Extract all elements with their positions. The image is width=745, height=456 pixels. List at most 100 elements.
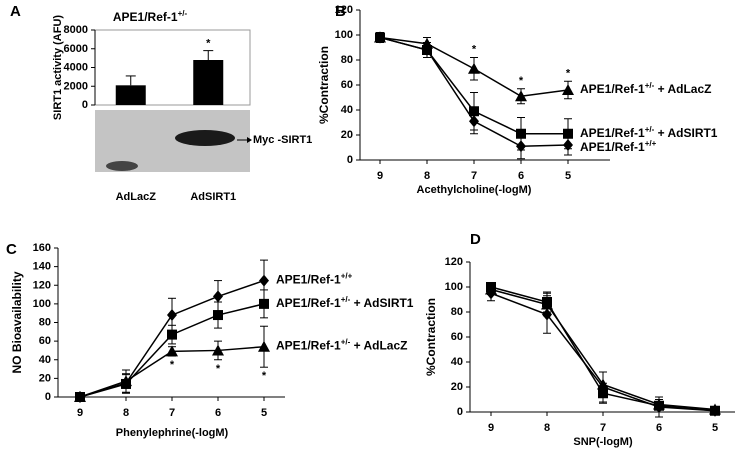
y-tick-label: 40 (39, 354, 51, 366)
y-tick-label: 80 (39, 316, 51, 328)
series-label: APE1/Ref-1+/+ (276, 271, 353, 287)
x-tick-label: 9 (488, 422, 494, 434)
y-tick-label: 60 (451, 331, 463, 343)
y-tick-label: 60 (341, 79, 353, 91)
marker (74, 391, 86, 402)
blot-arrowhead (247, 137, 252, 143)
marker (422, 44, 432, 56)
marker (468, 62, 480, 74)
y-tick-label: 40 (451, 356, 463, 368)
y-tick-label: 0 (45, 391, 51, 403)
y-tick-label: 20 (39, 372, 51, 384)
x-tick-label: 7 (169, 407, 175, 419)
x-axis-label: SNP(-logM) (573, 436, 633, 448)
y-tick-label: 100 (445, 281, 463, 293)
marker (516, 140, 526, 153)
y-axis-label: %Contraction (317, 46, 331, 124)
marker (485, 283, 497, 295)
series-label: APE1/Ref-1+/- + AdLacZ (276, 337, 407, 353)
x-tick-label: 7 (471, 170, 477, 182)
x-tick-label: 5 (261, 407, 267, 419)
marker (167, 329, 177, 340)
marker (166, 345, 178, 357)
x-tick-label: 8 (123, 407, 129, 419)
marker (375, 31, 385, 44)
series-label: APE1/Ref-1+/- + AdSIRT1 (580, 124, 718, 140)
panel-letter: C (6, 241, 17, 258)
significance: * (566, 67, 571, 79)
y-tick-label: 0 (457, 406, 463, 418)
series-label: APE1/Ref-1+/+ (580, 138, 657, 154)
series-label: APE1/Ref-1+/- + AdSIRT1 (276, 294, 414, 310)
y-axis-label: SIRT1 activity (AFU) (52, 15, 64, 120)
x-axis-label: Phenylephrine(-logM) (116, 427, 229, 439)
significance: * (472, 43, 477, 55)
x-tick-label: 5 (712, 422, 718, 434)
marker (167, 309, 177, 322)
bar (193, 60, 224, 105)
x-tick-label: 6 (656, 422, 662, 434)
x-tick-label: 6 (518, 170, 524, 182)
x-tick-label: 8 (544, 422, 550, 434)
marker (515, 90, 527, 102)
y-axis-label: %Contraction (424, 298, 438, 376)
significance: * (206, 38, 211, 50)
x-tick-label: 8 (424, 170, 430, 182)
marker (563, 139, 573, 151)
y-tick-label: 60 (39, 335, 51, 347)
blot-label: Myc -SIRT1 (253, 134, 312, 146)
y-tick-label: 80 (341, 54, 353, 66)
y-tick-label: 6000 (64, 43, 88, 55)
x-tick-label: 9 (77, 407, 83, 419)
marker (212, 344, 224, 356)
x-tick-label: 5 (565, 170, 571, 182)
y-tick-label: 160 (33, 242, 51, 254)
marker (259, 274, 269, 287)
marker (562, 84, 574, 95)
marker (213, 310, 223, 321)
significance: * (170, 359, 175, 371)
marker (597, 378, 609, 390)
panel-letter: B (335, 3, 346, 20)
x-tick-label: 7 (600, 422, 606, 434)
bar (115, 85, 146, 105)
y-tick-label: 4000 (64, 61, 88, 73)
significance: * (262, 370, 267, 382)
significance: * (519, 75, 524, 87)
y-tick-label: 0 (347, 154, 353, 166)
y-tick-label: 120 (335, 4, 353, 16)
x-tick-label: 9 (377, 170, 383, 182)
y-tick-label: 20 (451, 381, 463, 393)
marker (259, 298, 269, 309)
y-tick-label: 140 (33, 261, 51, 273)
y-axis-label: NO Bioavailability (10, 271, 24, 373)
marker (563, 128, 573, 139)
marker (258, 340, 270, 352)
y-tick-label: 2000 (64, 80, 88, 92)
marker (213, 290, 223, 303)
y-tick-label: 80 (451, 306, 463, 318)
y-tick-label: 100 (33, 298, 51, 310)
y-tick-label: 120 (445, 256, 463, 268)
y-tick-label: 0 (82, 99, 88, 111)
x-axis-label: Acethylcholine(-logM) (417, 184, 532, 196)
marker (469, 115, 479, 128)
series-label: APE1/Ref-1+/- + AdLacZ (580, 81, 711, 97)
blot-smear (106, 161, 138, 171)
y-tick-label: 120 (33, 279, 51, 291)
significance: * (216, 363, 221, 375)
chart-title: APE1/Ref-1+/- (113, 9, 188, 25)
x-tick-label: 6 (215, 407, 221, 419)
marker (653, 398, 665, 410)
y-tick-label: 100 (335, 29, 353, 41)
x-tick-label: AdSIRT1 (190, 191, 236, 203)
x-tick-label: AdLacZ (116, 191, 157, 203)
y-tick-label: 20 (341, 129, 353, 141)
panel-letter: D (470, 231, 481, 248)
blot-band (175, 130, 235, 146)
y-tick-label: 8000 (64, 24, 88, 36)
marker (709, 403, 721, 415)
panel-letter: A (10, 3, 21, 20)
y-tick-label: 40 (341, 104, 353, 116)
